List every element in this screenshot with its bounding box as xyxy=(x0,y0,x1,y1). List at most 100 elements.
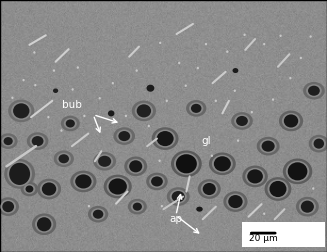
Ellipse shape xyxy=(71,88,74,91)
Ellipse shape xyxy=(174,153,199,175)
Ellipse shape xyxy=(309,35,312,38)
Ellipse shape xyxy=(148,125,150,127)
Ellipse shape xyxy=(27,132,48,150)
Ellipse shape xyxy=(4,137,13,145)
Ellipse shape xyxy=(107,177,129,196)
Ellipse shape xyxy=(93,210,103,219)
Ellipse shape xyxy=(242,166,268,187)
Ellipse shape xyxy=(269,181,286,197)
Ellipse shape xyxy=(40,181,58,197)
Ellipse shape xyxy=(116,130,132,143)
Ellipse shape xyxy=(129,160,142,172)
Ellipse shape xyxy=(26,185,33,193)
Ellipse shape xyxy=(146,85,154,92)
Ellipse shape xyxy=(157,131,174,146)
Ellipse shape xyxy=(66,119,75,128)
Ellipse shape xyxy=(237,139,239,142)
Ellipse shape xyxy=(155,130,176,148)
Ellipse shape xyxy=(151,176,163,186)
Ellipse shape xyxy=(70,171,96,192)
Ellipse shape xyxy=(301,201,314,213)
Ellipse shape xyxy=(205,43,207,45)
Ellipse shape xyxy=(7,161,32,186)
Ellipse shape xyxy=(0,197,19,216)
Ellipse shape xyxy=(32,213,56,235)
Ellipse shape xyxy=(296,197,319,216)
Ellipse shape xyxy=(243,34,246,36)
Ellipse shape xyxy=(260,139,277,153)
Ellipse shape xyxy=(34,84,37,86)
Ellipse shape xyxy=(0,200,16,214)
Text: gl: gl xyxy=(201,136,211,146)
Ellipse shape xyxy=(166,100,168,102)
Ellipse shape xyxy=(189,102,203,114)
Ellipse shape xyxy=(267,179,288,199)
Ellipse shape xyxy=(64,118,77,129)
Ellipse shape xyxy=(201,181,218,197)
Ellipse shape xyxy=(32,136,43,146)
Ellipse shape xyxy=(8,100,34,122)
Ellipse shape xyxy=(135,103,153,119)
Ellipse shape xyxy=(113,127,135,145)
Ellipse shape xyxy=(212,155,233,173)
Ellipse shape xyxy=(299,199,316,214)
Ellipse shape xyxy=(303,82,325,100)
Ellipse shape xyxy=(47,116,50,118)
Ellipse shape xyxy=(131,201,144,212)
Ellipse shape xyxy=(288,162,307,180)
Ellipse shape xyxy=(158,160,161,162)
Ellipse shape xyxy=(137,104,151,117)
Ellipse shape xyxy=(125,115,127,117)
Ellipse shape xyxy=(88,205,90,207)
Ellipse shape xyxy=(149,175,165,188)
Ellipse shape xyxy=(286,161,309,182)
Ellipse shape xyxy=(196,207,203,212)
Ellipse shape xyxy=(127,159,144,174)
Ellipse shape xyxy=(4,159,35,189)
Ellipse shape xyxy=(133,203,142,211)
Ellipse shape xyxy=(30,135,45,148)
Ellipse shape xyxy=(99,97,101,100)
Ellipse shape xyxy=(21,182,38,196)
Ellipse shape xyxy=(112,82,114,84)
Ellipse shape xyxy=(214,156,231,171)
Ellipse shape xyxy=(146,173,168,190)
Ellipse shape xyxy=(13,103,29,118)
Ellipse shape xyxy=(152,127,179,150)
Ellipse shape xyxy=(263,43,266,45)
Ellipse shape xyxy=(124,156,147,176)
Ellipse shape xyxy=(203,183,216,195)
Ellipse shape xyxy=(257,137,280,155)
Ellipse shape xyxy=(37,179,61,199)
Ellipse shape xyxy=(98,156,111,167)
Ellipse shape xyxy=(93,152,116,171)
Ellipse shape xyxy=(247,169,263,183)
Ellipse shape xyxy=(11,97,14,99)
Ellipse shape xyxy=(96,154,113,168)
Ellipse shape xyxy=(33,51,35,54)
Ellipse shape xyxy=(262,141,275,152)
Ellipse shape xyxy=(226,194,245,210)
Ellipse shape xyxy=(42,182,56,196)
Ellipse shape xyxy=(132,101,156,121)
Ellipse shape xyxy=(77,66,79,69)
Ellipse shape xyxy=(22,79,25,81)
Ellipse shape xyxy=(171,150,202,177)
Ellipse shape xyxy=(9,163,30,185)
Ellipse shape xyxy=(306,84,322,97)
Ellipse shape xyxy=(223,191,248,212)
Ellipse shape xyxy=(61,116,80,131)
Ellipse shape xyxy=(250,111,253,113)
Ellipse shape xyxy=(186,100,206,117)
Ellipse shape xyxy=(73,173,94,190)
Text: ap: ap xyxy=(169,214,182,224)
Ellipse shape xyxy=(136,69,138,72)
Ellipse shape xyxy=(284,114,298,128)
Text: bub: bub xyxy=(62,100,82,110)
Ellipse shape xyxy=(172,191,185,202)
Ellipse shape xyxy=(35,216,53,233)
Ellipse shape xyxy=(170,190,187,204)
Ellipse shape xyxy=(198,179,221,199)
Ellipse shape xyxy=(60,129,63,132)
Ellipse shape xyxy=(289,77,292,79)
